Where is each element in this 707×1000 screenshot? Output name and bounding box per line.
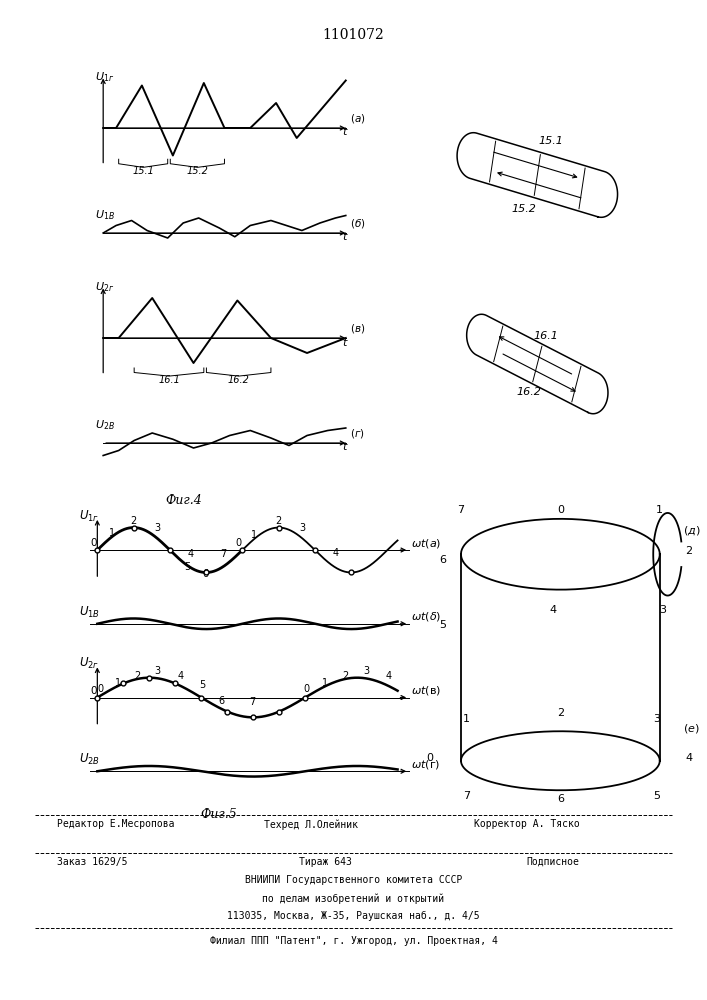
Text: Корректор А. Тяско: Корректор А. Тяско — [474, 819, 580, 829]
Text: 2: 2 — [557, 708, 564, 718]
Text: 2: 2 — [135, 671, 141, 681]
Text: 5: 5 — [199, 680, 206, 690]
Text: 16.1: 16.1 — [158, 375, 180, 385]
Text: 7: 7 — [249, 697, 255, 707]
Text: 5: 5 — [654, 791, 660, 801]
Text: $U_{2г}$: $U_{2г}$ — [79, 656, 99, 671]
Text: 1: 1 — [251, 530, 257, 540]
Text: 2: 2 — [275, 516, 281, 526]
Text: 3: 3 — [659, 605, 666, 615]
Text: 1: 1 — [322, 678, 328, 688]
Text: $(a)$: $(a)$ — [350, 112, 365, 125]
Text: $U_{1B}$: $U_{1B}$ — [95, 208, 115, 222]
Text: $\omega t(a)$: $\omega t(a)$ — [411, 537, 442, 550]
Text: $U_{2B}$: $U_{2B}$ — [79, 752, 100, 767]
Text: $U_{1B}$: $U_{1B}$ — [79, 605, 100, 620]
Text: 1101072: 1101072 — [322, 28, 385, 42]
Text: 2: 2 — [343, 671, 349, 681]
Text: 4: 4 — [187, 549, 194, 559]
Text: 1: 1 — [115, 678, 121, 688]
Text: 7: 7 — [457, 505, 464, 515]
Text: Техред Л.Олейник: Техред Л.Олейник — [264, 819, 358, 830]
Text: 2: 2 — [130, 516, 136, 526]
Text: 3: 3 — [155, 666, 160, 676]
Text: 1: 1 — [109, 528, 115, 538]
Text: 7: 7 — [462, 791, 469, 801]
Text: 3: 3 — [363, 666, 370, 676]
Text: Фиг.5: Фиг.5 — [201, 808, 238, 821]
Text: 0: 0 — [98, 684, 103, 694]
Text: 3: 3 — [300, 523, 306, 533]
Text: $(г)$: $(г)$ — [350, 427, 364, 440]
Text: 5: 5 — [439, 620, 446, 630]
Text: 15.1: 15.1 — [132, 166, 154, 176]
Text: $t$: $t$ — [342, 231, 349, 242]
Text: 6: 6 — [557, 794, 564, 804]
Text: $(в)$: $(в)$ — [350, 322, 365, 335]
Text: 7: 7 — [221, 549, 227, 559]
Text: 0: 0 — [235, 538, 242, 548]
Text: $(е)$: $(е)$ — [683, 722, 700, 735]
Text: 16.2: 16.2 — [516, 387, 541, 397]
Text: 0: 0 — [557, 505, 564, 515]
Text: Заказ 1629/5: Заказ 1629/5 — [57, 857, 127, 867]
Text: $(б)$: $(б)$ — [350, 217, 366, 230]
Text: по делам изобретений и открытий: по делам изобретений и открытий — [262, 893, 445, 904]
Text: 0: 0 — [426, 753, 433, 763]
Text: 15.1: 15.1 — [539, 136, 563, 146]
Text: 3: 3 — [155, 523, 161, 533]
Text: $U_{1г}$: $U_{1г}$ — [95, 70, 115, 84]
Text: 0: 0 — [90, 686, 97, 696]
Text: 4: 4 — [332, 548, 339, 558]
Text: 1: 1 — [462, 714, 469, 724]
Text: 4: 4 — [177, 671, 184, 681]
Text: 5: 5 — [185, 562, 191, 572]
Text: 1: 1 — [656, 505, 663, 515]
Text: $\omega t(\mathrm{г})$: $\omega t(\mathrm{г})$ — [411, 758, 440, 771]
Text: $U_{2B}$: $U_{2B}$ — [95, 418, 115, 432]
Text: 16.1: 16.1 — [534, 331, 559, 341]
Text: 15.2: 15.2 — [511, 204, 536, 214]
Text: $U_{1г}$: $U_{1г}$ — [79, 509, 99, 524]
Text: 3: 3 — [654, 714, 660, 724]
Text: 113035, Москва, Ж-35, Раушская наб., д. 4/5: 113035, Москва, Ж-35, Раушская наб., д. … — [227, 911, 480, 921]
Text: $U_{2г}$: $U_{2г}$ — [95, 280, 115, 294]
Text: 4: 4 — [385, 671, 392, 681]
Text: ВНИИПИ Государственного комитета СССР: ВНИИПИ Государственного комитета СССР — [245, 875, 462, 885]
Text: Редактор Е.Месропова: Редактор Е.Месропова — [57, 819, 174, 829]
Text: 6: 6 — [439, 555, 446, 565]
Text: $t$: $t$ — [342, 125, 349, 137]
Text: $t$: $t$ — [342, 440, 349, 452]
Text: $t$: $t$ — [342, 336, 349, 348]
Text: 16.2: 16.2 — [228, 375, 250, 385]
Text: 0: 0 — [90, 538, 97, 548]
Text: 6: 6 — [203, 569, 209, 579]
Text: 0: 0 — [303, 684, 309, 694]
Text: Филиал ППП "Патент", г. Ужгород, ул. Проектная, 4: Филиал ППП "Патент", г. Ужгород, ул. Про… — [209, 936, 498, 946]
Text: $\omega t(\mathrm{в})$: $\omega t(\mathrm{в})$ — [411, 684, 441, 697]
Text: 15.2: 15.2 — [187, 166, 209, 176]
Text: 4: 4 — [549, 605, 556, 615]
Text: Фиг.4: Фиг.4 — [165, 494, 202, 507]
Text: Тираж 643: Тираж 643 — [299, 857, 351, 867]
Text: $\omega t(\delta)$: $\omega t(\delta)$ — [411, 610, 442, 623]
Text: 4: 4 — [685, 753, 692, 763]
Text: 2: 2 — [685, 546, 692, 556]
Text: Подписное: Подписное — [527, 857, 580, 867]
Text: $(д)$: $(д)$ — [683, 524, 701, 537]
Text: 6: 6 — [218, 696, 224, 706]
